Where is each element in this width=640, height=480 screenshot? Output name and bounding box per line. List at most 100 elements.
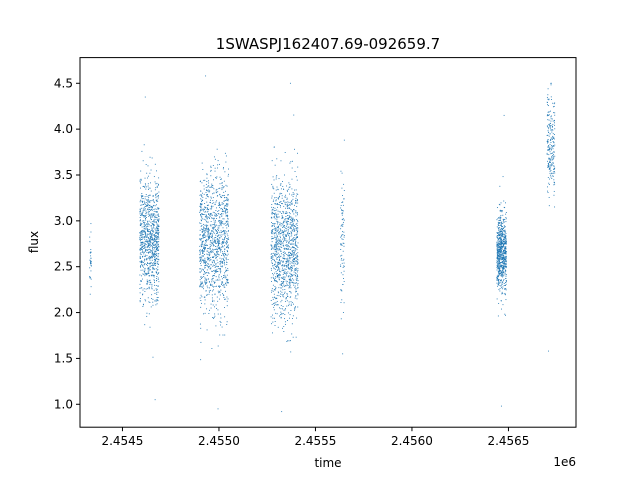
data-point <box>139 247 141 249</box>
data-point <box>199 253 201 255</box>
data-point <box>208 313 210 314</box>
data-point <box>294 225 295 227</box>
data-point <box>211 243 213 245</box>
data-point <box>285 240 287 242</box>
data-point <box>497 250 499 252</box>
data-point <box>296 317 298 319</box>
data-point <box>201 213 203 215</box>
data-point <box>340 243 342 245</box>
data-point <box>272 238 274 239</box>
data-point <box>274 225 275 227</box>
data-point <box>276 265 278 267</box>
data-point <box>146 212 148 213</box>
data-point <box>211 185 213 187</box>
data-point <box>224 284 226 286</box>
data-point <box>501 254 503 256</box>
data-point <box>272 252 274 254</box>
data-point <box>207 257 209 259</box>
data-point <box>212 265 214 267</box>
data-point <box>143 204 145 206</box>
data-point <box>147 231 149 232</box>
data-point <box>501 262 502 264</box>
data-point <box>505 265 507 267</box>
data-point <box>277 236 279 238</box>
data-point <box>499 227 501 228</box>
data-point <box>154 235 156 237</box>
data-point <box>282 289 284 291</box>
data-point <box>148 245 150 247</box>
data-point <box>294 248 296 250</box>
data-point <box>144 272 146 274</box>
data-point <box>277 206 278 208</box>
data-point <box>214 158 216 160</box>
data-point <box>505 277 507 279</box>
data-point <box>204 265 206 267</box>
data-point <box>281 313 282 315</box>
data-point <box>202 256 204 257</box>
data-point <box>147 225 149 227</box>
data-point <box>215 189 217 191</box>
data-point <box>294 282 296 284</box>
data-point <box>279 307 280 309</box>
data-point <box>212 226 214 228</box>
data-point <box>284 218 286 220</box>
data-point <box>274 244 276 246</box>
data-point <box>341 245 343 246</box>
data-point <box>291 281 293 283</box>
data-point <box>156 226 158 228</box>
data-point <box>157 286 159 287</box>
data-point <box>141 262 143 263</box>
data-point <box>142 294 143 296</box>
data-point <box>203 313 204 315</box>
data-point <box>205 235 207 237</box>
data-point <box>502 240 504 242</box>
data-point <box>139 237 141 239</box>
data-point <box>284 265 286 267</box>
data-point <box>500 258 502 259</box>
data-point <box>505 242 507 243</box>
data-point <box>283 225 285 227</box>
data-point <box>206 195 208 197</box>
data-point <box>503 265 505 267</box>
data-point <box>142 246 143 248</box>
data-point <box>287 295 288 297</box>
data-point <box>225 190 226 192</box>
data-point <box>550 149 552 151</box>
data-point <box>295 240 297 242</box>
data-point <box>146 205 148 206</box>
data-point <box>145 249 147 251</box>
data-point <box>155 233 157 235</box>
data-point <box>503 242 505 244</box>
data-point <box>201 302 202 304</box>
data-point <box>550 129 552 131</box>
data-point <box>500 405 502 407</box>
data-point <box>284 323 286 325</box>
data-point <box>285 285 287 287</box>
data-point <box>141 150 143 152</box>
data-point <box>505 299 507 301</box>
data-point <box>208 267 210 269</box>
data-point <box>290 233 292 235</box>
data-point <box>500 254 502 256</box>
data-point <box>217 241 218 243</box>
data-point <box>227 245 229 247</box>
data-point <box>270 217 272 219</box>
data-point <box>215 265 217 267</box>
data-point <box>499 244 501 246</box>
data-point <box>279 241 281 242</box>
data-point <box>210 307 212 309</box>
data-point <box>202 249 204 251</box>
data-point <box>156 239 158 240</box>
data-point <box>154 247 156 249</box>
data-point <box>205 240 206 242</box>
data-point <box>501 240 503 242</box>
data-point <box>280 290 282 292</box>
data-point <box>206 214 207 216</box>
data-point <box>343 302 345 304</box>
data-point <box>206 211 208 213</box>
data-point <box>153 234 155 236</box>
data-point <box>143 274 145 275</box>
data-point <box>202 234 204 236</box>
data-point <box>156 288 158 290</box>
data-point <box>214 170 216 172</box>
